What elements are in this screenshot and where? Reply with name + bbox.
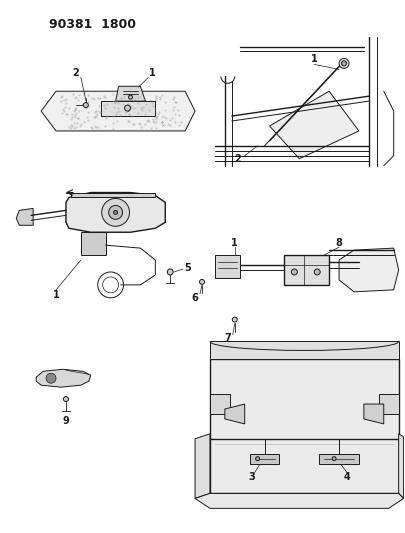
Polygon shape: [319, 454, 359, 464]
Text: 1: 1: [149, 68, 156, 78]
Text: 1: 1: [231, 238, 238, 248]
Text: 8: 8: [336, 238, 343, 248]
Polygon shape: [364, 404, 384, 424]
Polygon shape: [270, 91, 359, 159]
Polygon shape: [210, 434, 399, 494]
Polygon shape: [81, 232, 106, 255]
Text: 1: 1: [311, 54, 318, 64]
Text: 1: 1: [53, 290, 60, 300]
Text: 4: 4: [343, 472, 350, 481]
Circle shape: [83, 103, 88, 108]
Circle shape: [232, 317, 237, 322]
Polygon shape: [379, 394, 399, 414]
Polygon shape: [115, 86, 145, 101]
Circle shape: [167, 269, 173, 275]
Circle shape: [200, 279, 205, 285]
Text: 2: 2: [234, 154, 241, 164]
Polygon shape: [339, 248, 399, 292]
Circle shape: [64, 397, 68, 401]
Polygon shape: [36, 369, 91, 387]
Polygon shape: [41, 91, 195, 131]
Circle shape: [125, 105, 130, 111]
Text: 90381  1800: 90381 1800: [49, 18, 136, 31]
Polygon shape: [225, 404, 245, 424]
Circle shape: [98, 272, 124, 298]
Polygon shape: [101, 101, 156, 116]
Text: 5: 5: [185, 263, 192, 273]
Text: 3: 3: [248, 472, 255, 481]
Polygon shape: [399, 434, 404, 498]
Circle shape: [128, 95, 132, 99]
Polygon shape: [71, 192, 156, 198]
Polygon shape: [210, 359, 399, 439]
Polygon shape: [210, 342, 399, 359]
Text: 7: 7: [224, 333, 231, 343]
Polygon shape: [284, 255, 329, 285]
Circle shape: [314, 269, 320, 275]
Polygon shape: [195, 434, 210, 498]
Circle shape: [103, 277, 119, 293]
Text: 9: 9: [62, 416, 69, 426]
Circle shape: [291, 269, 297, 275]
Circle shape: [256, 457, 260, 461]
Polygon shape: [66, 192, 165, 232]
Circle shape: [339, 59, 349, 68]
Circle shape: [114, 211, 117, 214]
Polygon shape: [249, 454, 279, 464]
Circle shape: [341, 61, 347, 66]
Text: 6: 6: [192, 293, 198, 303]
Text: 2: 2: [72, 68, 79, 78]
Circle shape: [102, 198, 130, 227]
Circle shape: [46, 373, 56, 383]
Circle shape: [109, 205, 123, 219]
Circle shape: [332, 457, 336, 461]
Polygon shape: [195, 494, 404, 508]
Polygon shape: [215, 255, 240, 278]
Polygon shape: [210, 394, 230, 414]
Polygon shape: [16, 208, 33, 225]
